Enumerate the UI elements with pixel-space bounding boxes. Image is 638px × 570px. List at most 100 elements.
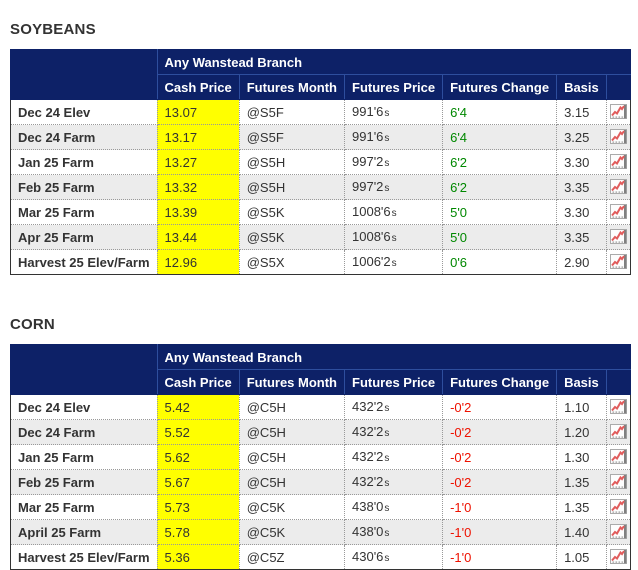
table-row: Mar 25 Farm 5.73 @C5K 438'0s -1'0 1.35 xyxy=(10,494,631,520)
col-chart xyxy=(605,74,631,100)
futures-price-cell: 1006'2s xyxy=(343,249,444,275)
futures-price-cell: 1008'6s xyxy=(343,224,444,250)
table-row: Feb 25 Farm 5.67 @C5H 432'2s -0'2 1.35 xyxy=(10,469,631,495)
chart-icon[interactable] xyxy=(609,424,627,440)
chart-icon[interactable] xyxy=(609,549,627,565)
basis-cell: 3.35 xyxy=(556,174,607,200)
row-label: Harvest 25 Elev/Farm xyxy=(10,249,158,275)
corner-header-cell xyxy=(10,344,158,395)
settle-suffix: s xyxy=(384,108,390,119)
col-chart xyxy=(605,369,631,395)
futures-month-cell: @C5H xyxy=(238,469,346,495)
chart-icon[interactable] xyxy=(609,179,627,195)
futures-price-value: 432'2 xyxy=(352,424,384,439)
futures-price-value: 432'2 xyxy=(352,399,384,414)
basis-cell: 3.30 xyxy=(556,149,607,175)
futures-month-cell: @C5K xyxy=(238,519,346,545)
chart-icon[interactable] xyxy=(609,399,627,415)
row-label: April 25 Farm xyxy=(10,519,158,545)
chart-icon[interactable] xyxy=(609,449,627,465)
basis-cell: 1.20 xyxy=(556,419,607,445)
soybeans-section: SOYBEANS Any Wanstead Branch Cash Price … xyxy=(0,0,638,275)
chart-icon[interactable] xyxy=(609,254,627,270)
table-row: Jan 25 Farm 13.27 @S5H 997'2s 6'2 3.30 xyxy=(10,149,631,175)
cash-price-cell: 5.42 xyxy=(156,394,240,420)
futures-price-value: 991'6 xyxy=(352,104,384,119)
row-label: Harvest 25 Elev/Farm xyxy=(10,544,158,570)
settle-suffix: s xyxy=(384,453,390,464)
futures-price-cell: 438'0s xyxy=(343,519,444,545)
table-row: Jan 25 Farm 5.62 @C5H 432'2s -0'2 1.30 xyxy=(10,444,631,470)
column-header-row: Cash Price Futures Month Futures Price F… xyxy=(11,369,631,395)
settle-suffix: s xyxy=(391,208,397,219)
table-row: Harvest 25 Elev/Farm 5.36 @C5Z 430'6s -1… xyxy=(10,544,631,570)
chart-icon-cell xyxy=(605,174,631,200)
futures-price-value: 438'0 xyxy=(352,499,384,514)
cash-price-cell: 5.73 xyxy=(156,494,240,520)
futures-change-cell: -1'0 xyxy=(442,519,558,545)
chart-icon[interactable] xyxy=(609,499,627,515)
cash-price-cell: 13.39 xyxy=(156,199,240,225)
col-futures-change: Futures Change xyxy=(442,369,558,395)
cash-price-cell: 5.36 xyxy=(156,544,240,570)
chart-icon-cell xyxy=(605,444,631,470)
basis-cell: 3.25 xyxy=(556,124,607,150)
chart-icon[interactable] xyxy=(609,524,627,540)
settle-suffix: s xyxy=(384,403,390,414)
basis-cell: 1.10 xyxy=(556,394,607,420)
table-row: April 25 Farm 5.78 @C5K 438'0s -1'0 1.40 xyxy=(10,519,631,545)
basis-cell: 1.35 xyxy=(556,469,607,495)
chart-icon-cell xyxy=(605,544,631,570)
table-row: Dec 24 Farm 5.52 @C5H 432'2s -0'2 1.20 xyxy=(10,419,631,445)
row-label: Mar 25 Farm xyxy=(10,199,158,225)
basis-cell: 3.30 xyxy=(556,199,607,225)
column-header-row: Cash Price Futures Month Futures Price F… xyxy=(11,74,631,100)
col-futures-month: Futures Month xyxy=(238,369,346,395)
settle-suffix: s xyxy=(384,428,390,439)
corn-table-body: Dec 24 Elev 5.42 @C5H 432'2s -0'2 1.10 xyxy=(10,394,631,570)
cash-price-cell: 13.17 xyxy=(156,124,240,150)
col-futures-price: Futures Price xyxy=(343,369,444,395)
cash-price-cell: 12.96 xyxy=(156,249,240,275)
chart-icon[interactable] xyxy=(609,229,627,245)
cash-price-cell: 5.78 xyxy=(156,519,240,545)
branch-header: Any Wanstead Branch xyxy=(156,49,631,75)
soybeans-title: SOYBEANS xyxy=(10,21,96,38)
futures-price-cell: 432'2s xyxy=(343,469,444,495)
futures-price-cell: 432'2s xyxy=(343,419,444,445)
col-futures-price: Futures Price xyxy=(343,74,444,100)
chart-icon-cell xyxy=(605,99,631,125)
chart-icon[interactable] xyxy=(609,474,627,490)
futures-price-cell: 997'2s xyxy=(343,174,444,200)
branch-header-row: Any Wanstead Branch xyxy=(10,344,631,395)
table-row: Apr 25 Farm 13.44 @S5K 1008'6s 5'0 3.35 xyxy=(10,224,631,250)
futures-month-cell: @C5K xyxy=(238,494,346,520)
futures-month-cell: @C5H xyxy=(238,444,346,470)
row-label: Jan 25 Farm xyxy=(10,149,158,175)
basis-cell: 1.40 xyxy=(556,519,607,545)
futures-month-cell: @C5H xyxy=(238,394,346,420)
branch-header-row: Any Wanstead Branch xyxy=(10,49,631,100)
chart-icon[interactable] xyxy=(609,104,627,120)
table-row: Mar 25 Farm 13.39 @S5K 1008'6s 5'0 3.30 xyxy=(10,199,631,225)
settle-suffix: s xyxy=(384,158,390,169)
col-futures-month: Futures Month xyxy=(238,74,346,100)
futures-price-cell: 997'2s xyxy=(343,149,444,175)
chart-icon-cell xyxy=(605,224,631,250)
basis-cell: 3.35 xyxy=(556,224,607,250)
chart-icon[interactable] xyxy=(609,154,627,170)
row-label: Dec 24 Farm xyxy=(10,419,158,445)
futures-price-cell: 438'0s xyxy=(343,494,444,520)
chart-icon-cell xyxy=(605,249,631,275)
futures-change-cell: -0'2 xyxy=(442,469,558,495)
futures-month-cell: @C5H xyxy=(238,419,346,445)
corn-title: CORN xyxy=(10,316,55,333)
col-basis: Basis xyxy=(556,369,607,395)
soybeans-cash-bids-table: Any Wanstead Branch Cash Price Futures M… xyxy=(10,49,631,275)
chart-icon[interactable] xyxy=(609,129,627,145)
soybeans-table-body: Dec 24 Elev 13.07 @S5F 991'6s 6'4 3.15 xyxy=(10,99,631,275)
col-cash-price: Cash Price xyxy=(156,74,240,100)
chart-icon-cell xyxy=(605,469,631,495)
chart-icon[interactable] xyxy=(609,204,627,220)
table-row: Dec 24 Elev 5.42 @C5H 432'2s -0'2 1.10 xyxy=(10,394,631,420)
